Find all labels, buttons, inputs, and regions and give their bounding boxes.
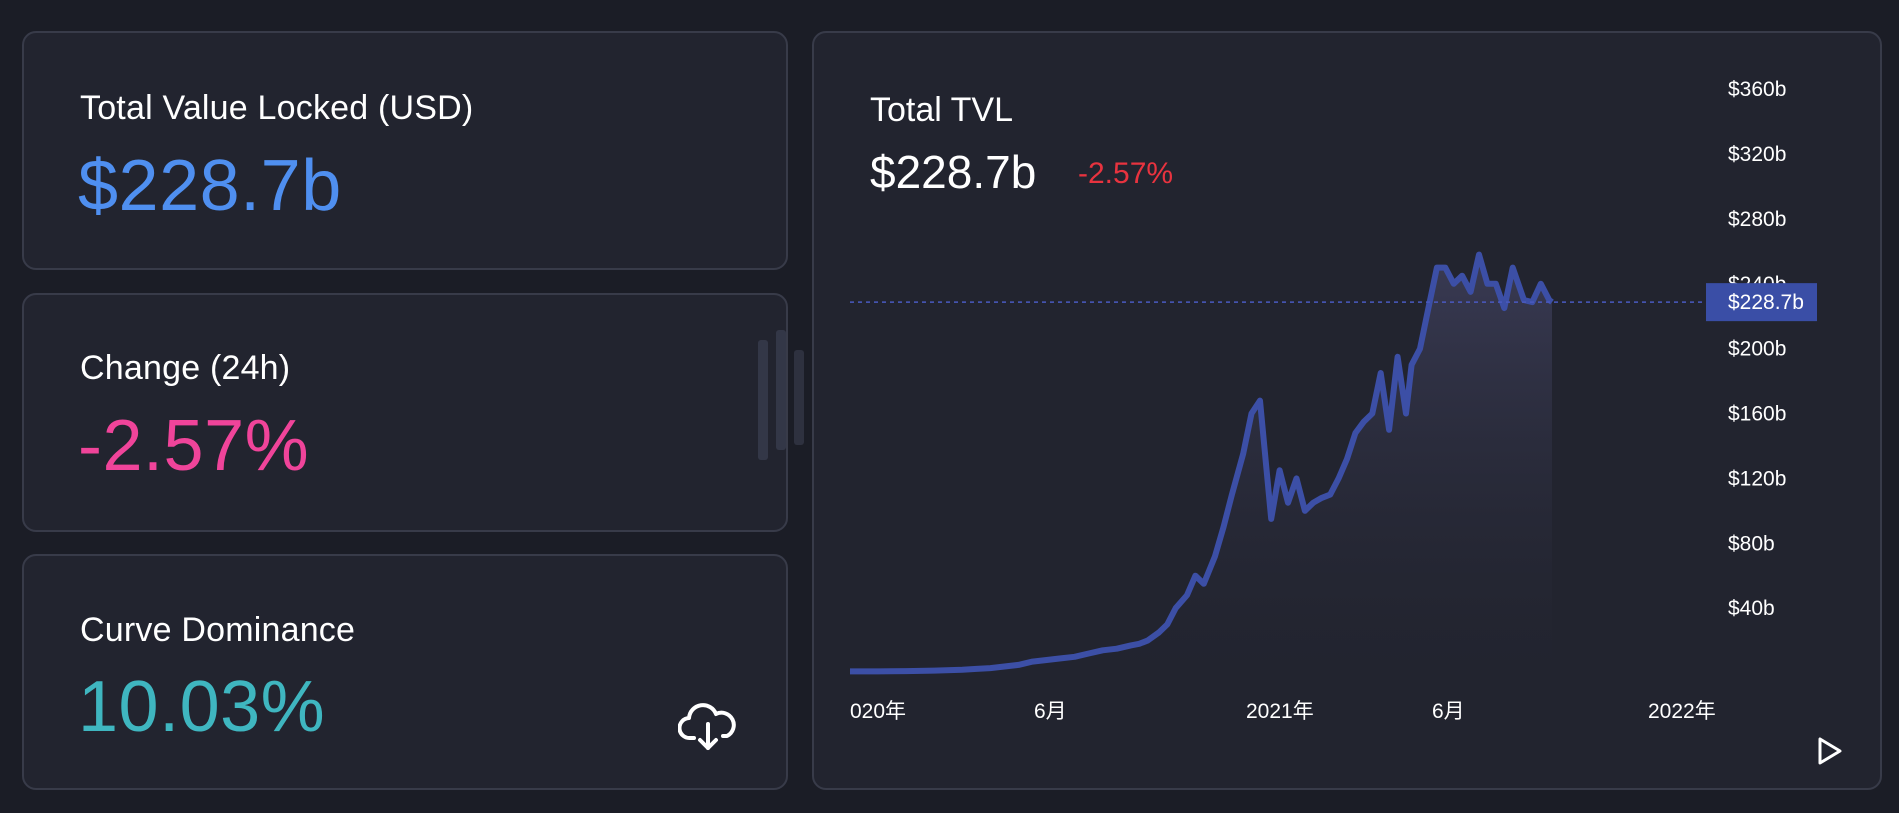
current-value-text: $228.7b: [1728, 291, 1804, 314]
chart-title: Total TVL: [870, 91, 1014, 129]
tvl-value: $228.7b: [78, 146, 342, 226]
cloud-download-icon[interactable]: [677, 698, 738, 754]
y-tick-label: $120b: [1728, 467, 1786, 490]
tvl-area: [850, 254, 1552, 673]
y-tick-label: $280b: [1728, 208, 1786, 231]
change-card: Change (24h) -2.57%: [22, 293, 788, 532]
change-label: Change (24h): [80, 349, 291, 387]
y-tick-label: $320b: [1728, 143, 1786, 166]
x-tick-label: 6月: [1432, 700, 1465, 723]
x-tick-label: 6月: [1034, 700, 1067, 723]
x-tick-label: 020年: [850, 700, 906, 723]
x-tick-label: 2021年: [1246, 700, 1314, 723]
y-tick-label: $80b: [1728, 532, 1775, 555]
tvl-label: Total Value Locked (USD): [80, 89, 474, 127]
tvl-line: [850, 251, 1554, 675]
dominance-label: Curve Dominance: [80, 611, 356, 649]
y-tick-label: $40b: [1728, 597, 1775, 620]
tvl-chart[interactable]: $40b$80b$120b$160b$200b$240b$280b$320b$3…: [814, 33, 1880, 788]
y-axis: $40b$80b$120b$160b$200b$240b$280b$320b$3…: [1728, 78, 1786, 620]
tvl-chart-card: $40b$80b$120b$160b$200b$240b$280b$320b$3…: [812, 31, 1882, 790]
y-tick-label: $200b: [1728, 338, 1786, 361]
chart-change: -2.57%: [1078, 157, 1174, 190]
x-axis: 020年 6月 2021年 6月 2022年: [850, 700, 1716, 723]
chart-value: $228.7b: [870, 146, 1037, 198]
x-tick-label: 2022年: [1648, 700, 1716, 723]
tvl-card: Total Value Locked (USD) $228.7b: [22, 31, 788, 270]
y-tick-label: $160b: [1728, 403, 1786, 426]
current-value-label: $228.7b: [1706, 283, 1817, 322]
dominance-value: 10.03%: [78, 667, 326, 747]
dominance-card: Curve Dominance 10.03%: [22, 554, 788, 790]
y-tick-label: $360b: [1728, 78, 1786, 101]
change-value: -2.57%: [78, 406, 310, 486]
play-icon[interactable]: [1818, 737, 1842, 765]
